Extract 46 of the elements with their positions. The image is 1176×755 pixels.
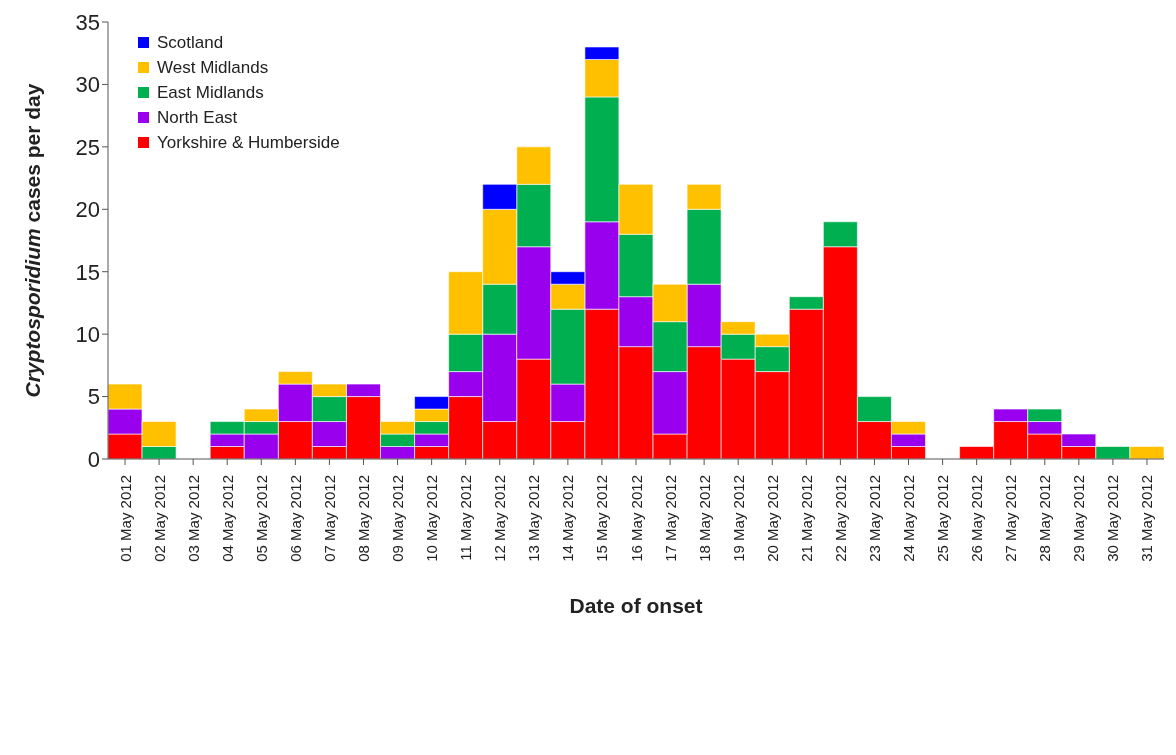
y-tick-label: 20: [75, 197, 100, 223]
x-tick-label: 05 May 2012: [252, 475, 270, 562]
x-tick-label: 03 May 2012: [184, 475, 202, 562]
x-tick-label: 11 May 2012: [457, 475, 475, 561]
x-tick-label: 01 May 2012: [116, 475, 134, 562]
x-axis-title: Date of onset: [569, 594, 703, 617]
x-tick-label: 31 May 2012: [1138, 475, 1156, 562]
x-tick-label: 29 May 2012: [1070, 475, 1088, 562]
legend-label: Yorkshire & Humberside: [157, 132, 340, 153]
legend-label: West Midlands: [157, 57, 269, 78]
x-tick-label: 30 May 2012: [1104, 475, 1122, 562]
y-tick-label: 30: [75, 72, 100, 98]
x-tick-label: 27 May 2012: [1002, 475, 1020, 562]
x-tick-label: 23 May 2012: [865, 475, 883, 562]
x-tick-label: 21 May 2012: [797, 475, 815, 562]
y-tick-label: 25: [75, 134, 100, 160]
x-tick-label: 08 May 2012: [354, 475, 372, 562]
x-tick-label: 24 May 2012: [900, 475, 918, 562]
y-tick-label: 35: [75, 9, 100, 35]
x-tick-label: 16 May 2012: [627, 475, 645, 562]
x-tick-label: 20 May 2012: [763, 475, 781, 562]
x-tick-label: 25 May 2012: [934, 475, 952, 562]
y-tick-label: 15: [75, 259, 100, 285]
x-tick-label: 22 May 2012: [831, 475, 849, 562]
x-tick-label: 02 May 2012: [150, 475, 168, 562]
y-axis-title: Cryptosporidium cases per day: [20, 83, 44, 398]
x-tick-label: 12 May 2012: [491, 475, 509, 562]
legend-label: Scotland: [157, 32, 224, 53]
x-tick-label: 14 May 2012: [559, 475, 577, 562]
y-tick-label: 10: [75, 321, 100, 347]
x-tick-label: 13 May 2012: [525, 475, 543, 562]
legend-label: East Midlands: [157, 82, 264, 103]
x-tick-label: 04 May 2012: [218, 475, 236, 562]
x-tick-label: 07 May 2012: [320, 475, 338, 562]
x-tick-label: 09 May 2012: [389, 475, 407, 562]
y-tick-label: 0: [87, 446, 100, 472]
x-tick-label: 18 May 2012: [695, 475, 713, 562]
x-tick-label: 15 May 2012: [593, 475, 611, 562]
y-tick-label: 5: [87, 384, 100, 410]
x-tick-label: 17 May 2012: [661, 475, 679, 562]
x-tick-label: 28 May 2012: [1036, 475, 1054, 562]
legend-label: North East: [157, 107, 238, 128]
x-tick-label: 26 May 2012: [968, 475, 986, 562]
x-tick-label: 19 May 2012: [729, 475, 747, 562]
x-tick-label: 06 May 2012: [286, 475, 304, 562]
x-tick-label: 10 May 2012: [423, 475, 441, 562]
